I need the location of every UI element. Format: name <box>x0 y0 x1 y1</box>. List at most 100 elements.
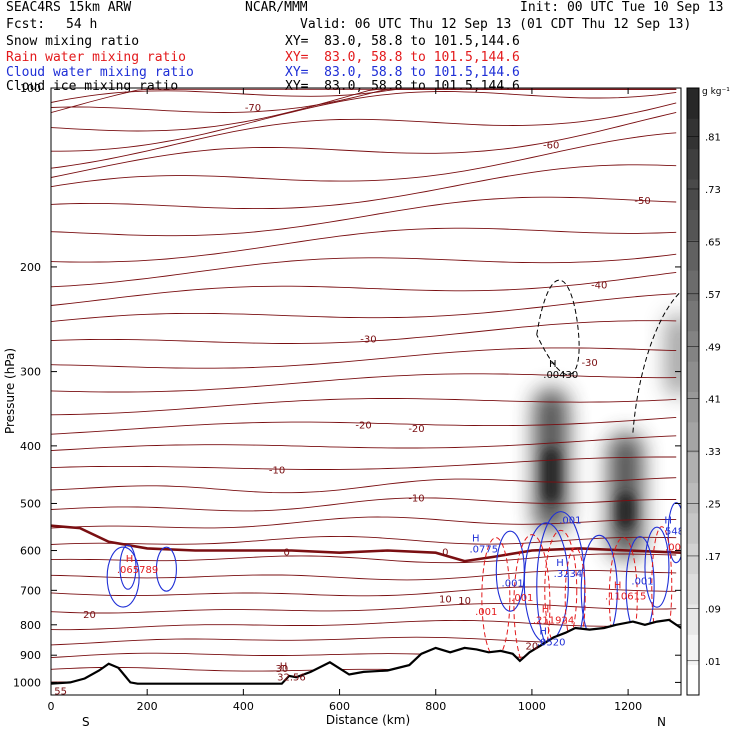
extrema-mark-6: H <box>664 516 672 527</box>
extrema-value-7: 32.56 <box>277 673 306 684</box>
isotherm-24 <box>51 535 677 545</box>
x-end-north: N <box>657 715 666 729</box>
temperature-label-5: -30 <box>581 358 597 369</box>
cloud-ice-contour-0 <box>536 279 580 376</box>
colorbar-label-8: .65 <box>705 237 721 248</box>
colorbar-label-1: .09 <box>705 604 721 615</box>
extrema-mark-4: H <box>542 605 550 616</box>
isotherm-4 <box>51 91 677 152</box>
extrema-value-0: .00430 <box>543 370 578 381</box>
temperature-label-1: -60 <box>543 141 559 152</box>
y-tick-label-500: 500 <box>20 497 41 510</box>
temperature-label-9: -10 <box>408 493 424 504</box>
extrema-mark-7: H <box>280 662 288 673</box>
model-name: SEAC4RS 15km ARW <box>6 0 132 15</box>
isotherm-9 <box>51 196 677 237</box>
extrema-value-2: .3234 <box>554 569 583 580</box>
contour-label-0: .001 <box>559 515 581 526</box>
colorbar-frame <box>686 87 700 696</box>
y-tick-label-900: 900 <box>20 649 41 662</box>
x-tick-label-600: 600 <box>329 700 350 713</box>
contour-label-2: .001 <box>511 593 533 604</box>
colorbar: .01 .09 .17 .25 .33 .41 .49 .57 .65 .73 .81 <box>686 87 721 696</box>
isotherm-26 <box>51 569 677 581</box>
isotherm-8 <box>51 164 677 210</box>
temperature-label-14: 20 <box>83 610 96 621</box>
colorbar-bin-13 <box>687 270 699 301</box>
temperature-label-7: -20 <box>408 424 424 435</box>
extrema-mark-8: H <box>126 554 134 565</box>
isotherm-20 <box>51 456 677 470</box>
temperature-label-12: 10 <box>439 594 452 605</box>
colorbar-label-0: .01 <box>705 657 721 668</box>
temperature-label-15: 20 <box>526 641 539 652</box>
colorbar-label-6: .49 <box>705 342 721 353</box>
y-tick-label-1000: 1000 <box>13 676 41 689</box>
temperature-label-8: -10 <box>269 465 285 476</box>
isotherm-22 <box>51 497 677 512</box>
colorbar-label-10: .81 <box>705 133 721 144</box>
cloud-water-contour-9 <box>667 502 681 564</box>
legend-cloud-water-xy: XY= 83.0, 58.8 to 101.5,144.6 <box>285 65 520 80</box>
isotherm-12 <box>51 271 677 306</box>
colorbar-bin-6 <box>687 482 699 514</box>
colorbar-bin-8 <box>687 421 699 453</box>
rain-contour-0 <box>481 537 511 659</box>
colorbar-label-9: .73 <box>705 185 721 196</box>
temperature-label-13: 10 <box>458 596 471 607</box>
x-tick-label-1000: 1000 <box>518 700 546 713</box>
temperature-label-6: -20 <box>355 421 371 432</box>
isotherm-11 <box>51 253 677 288</box>
colorbar-label-7: .57 <box>705 290 721 301</box>
legend-snow: Snow mixing ratio <box>6 34 140 49</box>
temperature-label-2: -50 <box>634 196 650 207</box>
extrema-mark-1: H <box>472 534 480 545</box>
extrema-value-1: .0775 <box>470 545 499 556</box>
colorbar-bin-1 <box>687 634 699 666</box>
legend-snow-xy: XY= 83.0, 58.8 to 101.5,144.6 <box>285 34 520 49</box>
isotherm-1 <box>51 88 677 103</box>
x-tick-label-800: 800 <box>425 700 446 713</box>
terrain-line <box>51 618 681 685</box>
extrema-mark-5: H <box>539 626 547 637</box>
x-tick-label-0: 0 <box>48 700 55 713</box>
isotherm-10 <box>51 227 677 263</box>
extrema-value-8: .065789 <box>117 565 158 576</box>
y-tick-label-400: 400 <box>20 440 41 453</box>
extrema-mark-3: H <box>614 581 622 592</box>
colorbar-bin-16 <box>687 179 699 210</box>
colorbar-bin-4 <box>687 543 699 575</box>
snow-core-1 <box>616 492 635 530</box>
isotherm-28 <box>51 603 677 614</box>
isotherm-3 <box>51 88 677 132</box>
snow-column-2 <box>665 314 681 397</box>
isotherm-23 <box>51 516 677 529</box>
y-tick-label-600: 600 <box>20 545 41 558</box>
isotherm-14 <box>51 320 677 344</box>
terrain-fill <box>51 619 681 695</box>
y-tick-label-700: 700 <box>20 584 41 597</box>
isotherm-21 <box>51 477 677 494</box>
cloud-water-contour-2 <box>155 546 177 592</box>
isotherm-29 <box>51 619 677 631</box>
cloud-water-contour-0 <box>106 546 140 608</box>
temperature-label-10: 0 <box>283 548 289 559</box>
fcst-label: Fcst: <box>6 17 46 32</box>
rain-contour-5 <box>651 526 673 648</box>
colorbar-bin-10 <box>687 361 699 392</box>
legend-cloud-ice-xy: XY= 83.0, 58.8 to 101.5,144.6 <box>285 79 520 94</box>
organization: NCAR/MMM <box>245 0 308 15</box>
init-time: Init: 00 UTC Tue 10 Sep 13 <box>520 0 724 15</box>
legend-cloud-ice: Cloud ice mixing ratio <box>6 79 179 94</box>
contour-label-4: .001 <box>631 577 653 588</box>
extrema-value-3: .110615 <box>605 592 646 603</box>
colorbar-label-3: .25 <box>705 500 721 511</box>
isotherm-25 <box>51 553 677 564</box>
isotherm-2 <box>51 88 677 113</box>
x-tick-label-1200: 1200 <box>614 700 642 713</box>
valid-time: Valid: 06 UTC Thu 12 Sep 13 (01 CDT Thu … <box>300 17 692 32</box>
rain-contour-4 <box>608 537 638 659</box>
y-tick-label-100: 100 <box>20 82 41 95</box>
y-tick-label-300: 300 <box>20 366 41 379</box>
isotherm-17 <box>51 398 677 416</box>
